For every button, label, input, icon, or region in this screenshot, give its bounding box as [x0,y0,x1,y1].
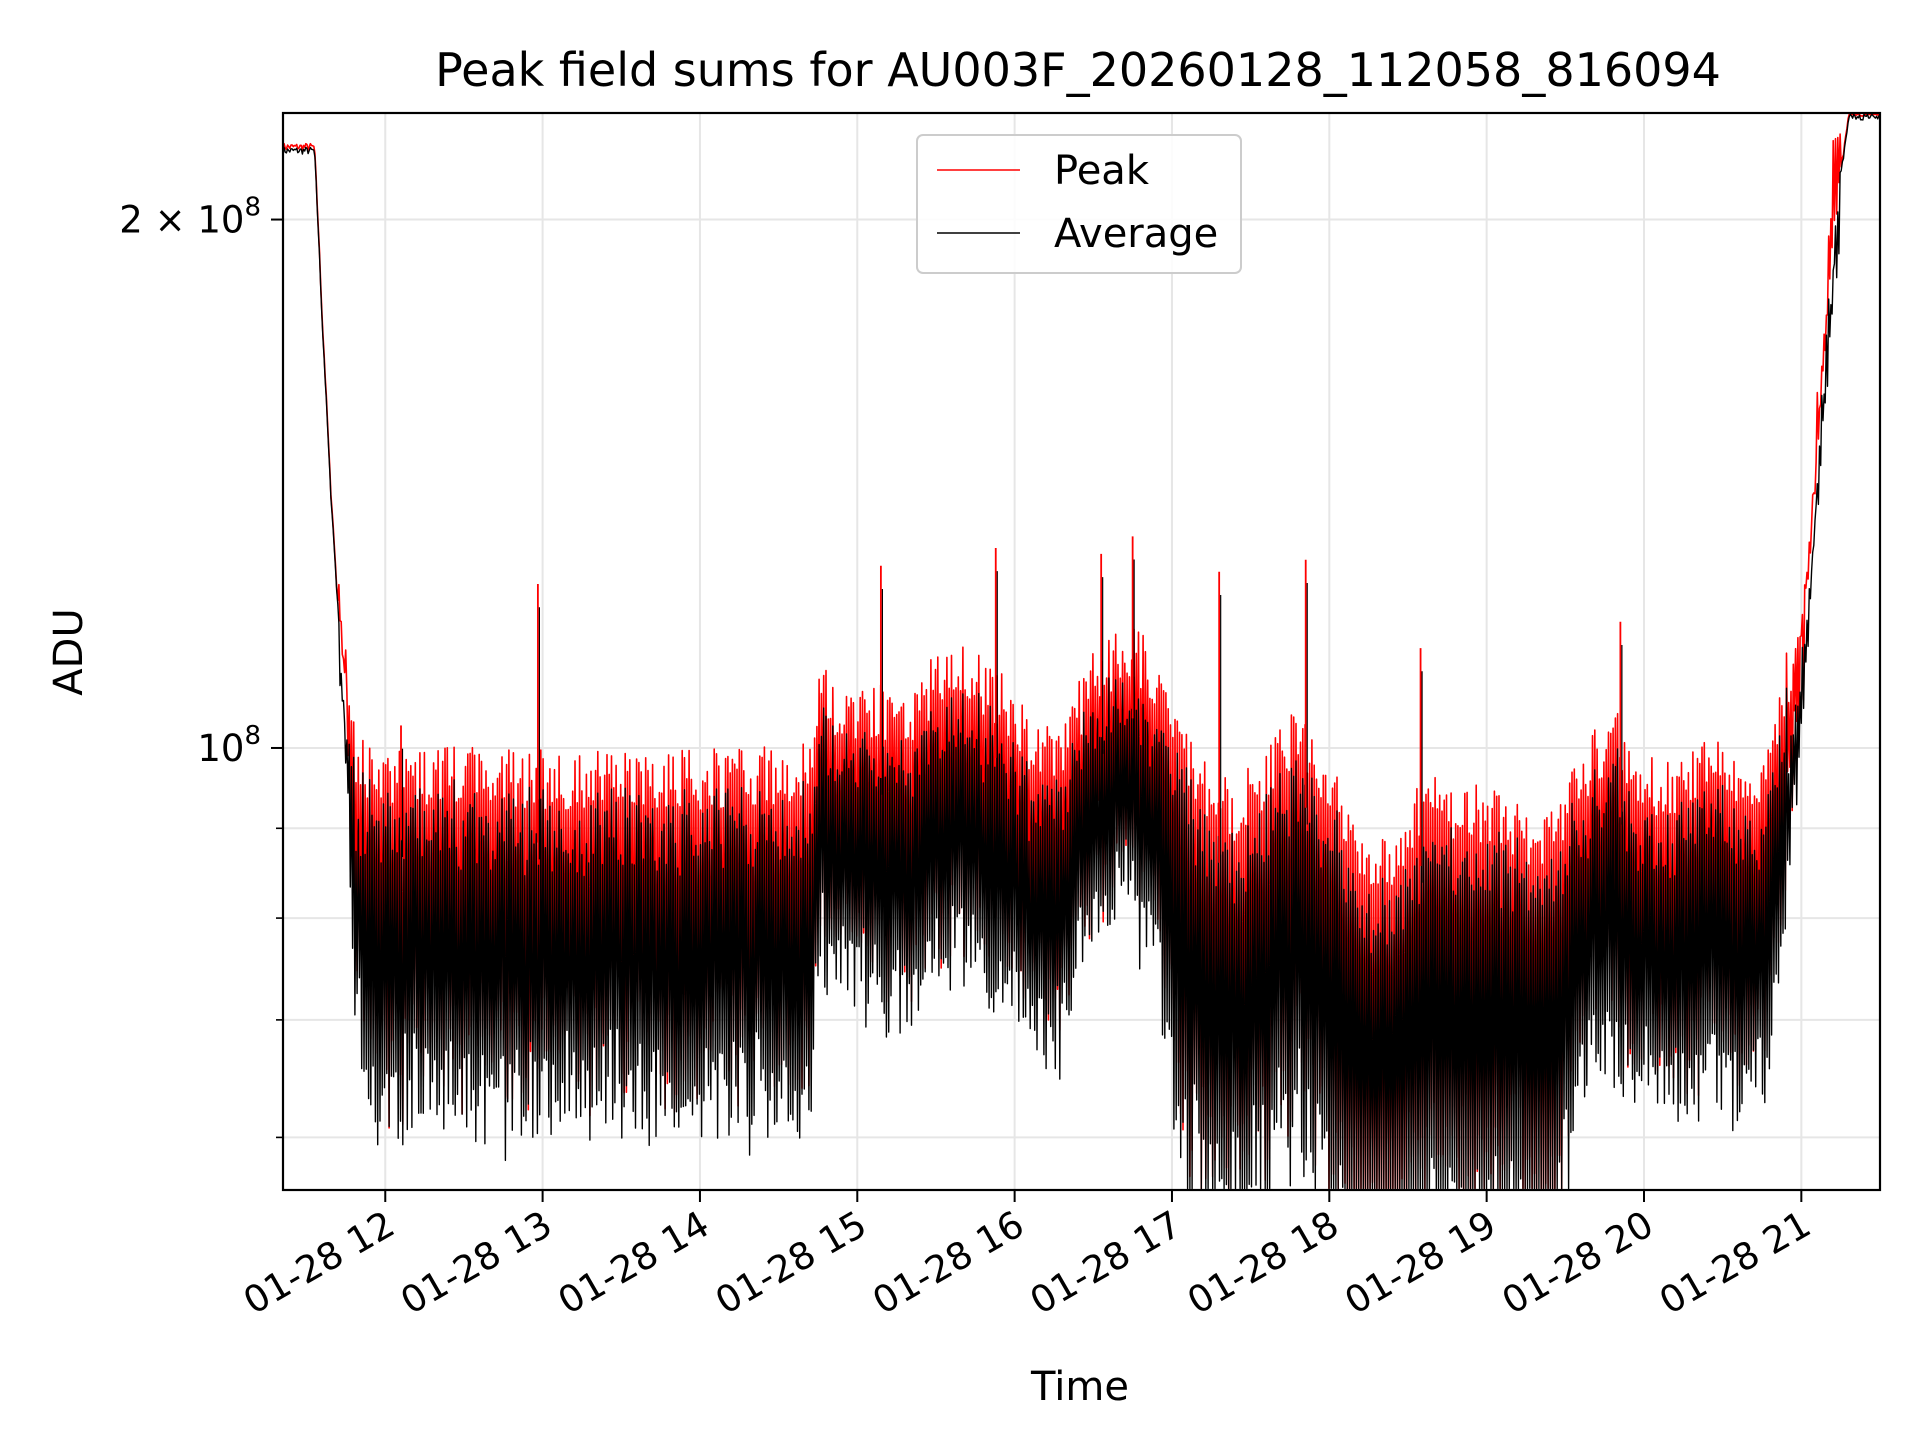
y-tick-label-exponent: 8 [244,721,261,751]
y-tick-label-base: 10 [197,727,244,770]
plot-area [282,113,1881,1190]
y-tick-label: 2 × 108 [119,193,261,242]
y-tick-label: 108 [197,721,261,770]
legend-peak-label: Peak [1054,148,1150,194]
y-tick-label-exponent: 8 [244,193,261,223]
x-axis-label: Time [1030,1364,1129,1410]
axes-frame [281,111,1882,1192]
legend: Peak Average [916,134,1242,274]
average-series-line [282,113,1881,1190]
y-axis-label: ADU [46,608,92,695]
y-tick-label-base: 2 × 10 [119,199,244,242]
chart-title: Peak field sums for AU003F_20260128_1120… [435,43,1721,97]
legend-average-label: Average [1054,211,1218,257]
